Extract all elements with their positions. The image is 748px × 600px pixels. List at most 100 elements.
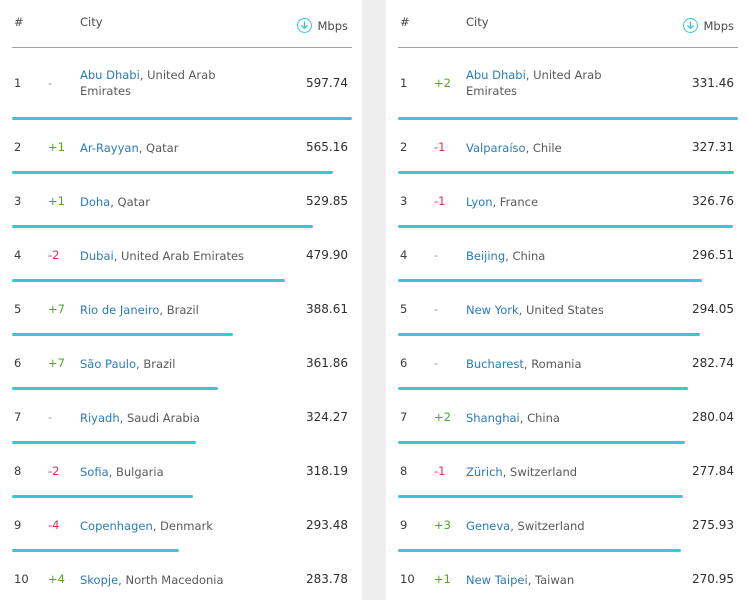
country-name: , Bulgaria <box>108 465 164 479</box>
city-link[interactable]: Bucharest <box>466 357 524 371</box>
city-link[interactable]: Sofia <box>80 465 109 479</box>
city-link[interactable]: Geneva <box>466 519 511 533</box>
city-link[interactable]: Zürich <box>466 465 503 479</box>
speed-bar <box>398 333 700 336</box>
rank-change: +1 <box>434 572 451 586</box>
city-cell: Shanghai, China <box>466 410 641 426</box>
country-name: , Qatar <box>138 141 179 155</box>
city-cell: New York, United States <box>466 302 641 318</box>
rank-change: +3 <box>434 518 451 532</box>
country-name: , Brazil <box>136 357 176 371</box>
country-name: , United Arab Emirates <box>113 249 245 263</box>
country-name: , China <box>505 249 546 263</box>
speed-bar <box>398 549 681 552</box>
table-row: 3 -1 Lyon, France 326.76 <box>386 174 748 228</box>
rank-change: +7 <box>48 302 65 316</box>
rank-number: 2 <box>400 140 408 154</box>
city-link[interactable]: Valparaíso <box>466 141 526 155</box>
country-name: , Taiwan <box>527 573 575 587</box>
city-link[interactable]: Riyadh <box>80 411 120 425</box>
city-cell: Abu Dhabi, United Arab Emirates <box>466 67 641 99</box>
city-link[interactable]: Abu Dhabi <box>80 68 140 82</box>
table-row: 9 -4 Copenhagen, Denmark 293.48 <box>0 498 362 552</box>
table-row: 10 +4 Skopje, North Macedonia 283.78 <box>0 552 362 600</box>
country-name: , France <box>492 195 539 209</box>
download-arrow-icon <box>683 18 699 33</box>
unit-label: Mbps <box>317 18 348 33</box>
country-name: , Switzerland <box>510 519 585 533</box>
table-row: 9 +3 Geneva, Switzerland 275.93 <box>386 498 748 552</box>
table-header: # City Mbps <box>386 0 748 48</box>
table-row: 5 - New York, United States 294.05 <box>386 282 748 336</box>
speed-bar <box>12 495 193 498</box>
speed-value: 282.74 <box>692 356 734 370</box>
speed-value: 277.84 <box>692 464 734 478</box>
download-arrow-icon <box>297 18 313 33</box>
rank-change: - <box>48 410 53 424</box>
rank-column-header: # <box>14 15 24 29</box>
speed-bar <box>12 225 314 228</box>
city-link[interactable]: Lyon <box>466 195 493 209</box>
country-name: , Switzerland <box>502 465 578 479</box>
table-row: 4 -2 Dubai, United Arab Emirates 479.90 <box>0 228 362 282</box>
city-link[interactable]: São Paulo <box>80 357 137 371</box>
rank-change: -1 <box>434 194 446 208</box>
city-link[interactable]: Ar-Rayyan <box>80 141 139 155</box>
city-link[interactable]: New Taipei <box>466 573 528 587</box>
speed-value: 565.16 <box>306 140 348 154</box>
rank-change: - <box>434 248 439 262</box>
header-divider <box>398 47 738 48</box>
city-link[interactable]: Abu Dhabi <box>466 68 526 82</box>
speed-bar <box>12 441 197 444</box>
ranking-rows: 1- Abu Dhabi, United Arab Emirates 597.74 2… <box>0 48 362 600</box>
city-cell: Skopje, North Macedonia <box>80 572 255 588</box>
country-name: , United States <box>518 303 604 317</box>
city-link[interactable]: Doha <box>80 195 111 209</box>
country-name: , Denmark <box>152 519 213 533</box>
ranking-panel-left: # City Mbps 1- Abu Dhabi, United Arab Emi… <box>0 0 362 600</box>
table-row: 8 -2 Sofia, Bulgaria 318.19 <box>0 444 362 498</box>
city-cell: Dubai, United Arab Emirates <box>80 248 255 264</box>
city-cell: Geneva, Switzerland <box>466 518 641 534</box>
rank-number: 9 <box>14 518 22 532</box>
city-column-header: City <box>80 15 103 29</box>
speed-bar <box>398 441 686 444</box>
speed-value: 327.31 <box>692 140 734 154</box>
rank-change: +2 <box>434 410 451 424</box>
rank-number: 10 <box>14 572 29 586</box>
city-link[interactable]: Rio de Janeiro <box>80 303 160 317</box>
rank-number: 1 <box>14 76 22 90</box>
city-link[interactable]: Skopje <box>80 573 119 587</box>
speed-value: 293.48 <box>306 518 348 532</box>
rank-number: 6 <box>400 356 408 370</box>
rank-number: 7 <box>400 410 408 424</box>
speed-bar <box>12 171 334 174</box>
table-row: 6 +7 São Paulo, Brazil 361.86 <box>0 336 362 390</box>
rank-change: -2 <box>48 464 60 478</box>
rank-change: -1 <box>434 140 446 154</box>
speed-bar <box>398 495 683 498</box>
speed-bar <box>12 387 218 390</box>
ranking-rows: 1 +2 Abu Dhabi, United Arab Emirates 331.46… <box>386 48 748 600</box>
speed-column-header[interactable]: Mbps <box>297 18 348 33</box>
country-name: , Chile <box>525 141 562 155</box>
speed-bar <box>12 549 179 552</box>
city-cell: Rio de Janeiro, Brazil <box>80 302 255 318</box>
speed-bar <box>12 279 285 282</box>
table-row: 5 +7 Rio de Janeiro, Brazil 388.61 <box>0 282 362 336</box>
city-link[interactable]: Shanghai <box>466 411 520 425</box>
speed-value: 294.05 <box>692 302 734 316</box>
speed-bar <box>398 171 734 174</box>
rank-number: 1 <box>400 76 408 90</box>
city-link[interactable]: Copenhagen <box>80 519 153 533</box>
table-row: 1 - Abu Dhabi, United Arab Emirates 597.74 <box>0 48 362 120</box>
rank-change: +1 <box>48 140 65 154</box>
speed-column-header[interactable]: Mbps <box>683 18 734 33</box>
city-link[interactable]: Dubai <box>80 249 114 263</box>
city-cell: Lyon, France <box>466 194 641 210</box>
city-link[interactable]: Beijing <box>466 249 506 263</box>
speed-value: 280.04 <box>692 410 734 424</box>
country-name: , China <box>519 411 560 425</box>
city-link[interactable]: New York <box>466 303 519 317</box>
rank-number: 10 <box>400 572 415 586</box>
